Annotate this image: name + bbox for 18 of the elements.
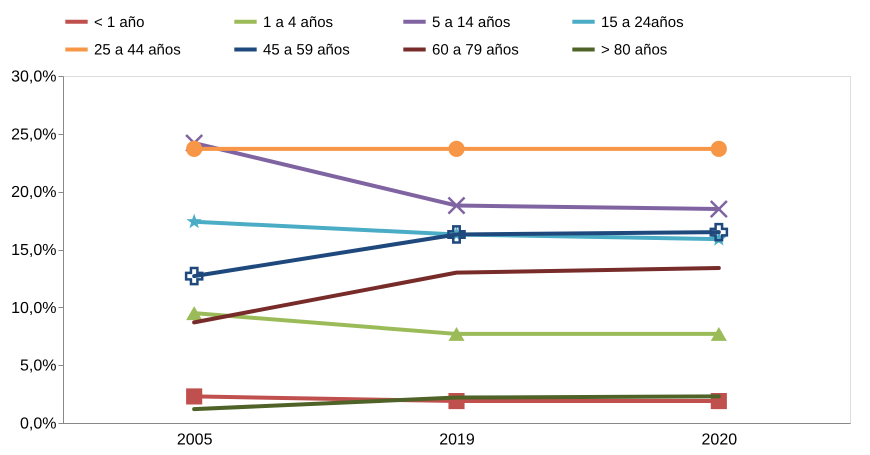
legend-label: 60 a 79 años	[432, 42, 519, 58]
legend-label: 25 a 44 años	[94, 42, 181, 58]
y-tick-label: 10,0%	[11, 300, 56, 317]
y-tick-label: 15,0%	[11, 242, 56, 259]
legend-label: > 80 años	[601, 42, 668, 58]
y-tick-label: 20,0%	[11, 184, 56, 202]
legend-label: 5 a 14 años	[432, 14, 510, 31]
x-tick-label: 2020	[702, 432, 738, 448]
y-tick-label: 5,0%	[20, 358, 56, 375]
x-tick-label: 2005	[176, 432, 213, 448]
y-tick-label: 0,0%	[20, 416, 56, 432]
legend-label: 1 a 4 años	[263, 14, 334, 31]
legend-label: 15 a 24años	[601, 14, 684, 31]
y-tick-label: 30,0%	[11, 68, 56, 86]
x-tick-label: 2019	[439, 432, 475, 448]
legend-label: 45 a 59 años	[263, 42, 350, 58]
legend-label: < 1 año	[94, 14, 144, 31]
y-tick-label: 25,0%	[11, 126, 56, 144]
